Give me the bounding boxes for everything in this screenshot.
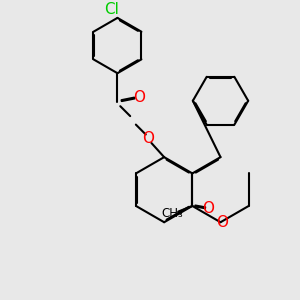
Text: O: O <box>216 215 228 230</box>
Text: O: O <box>142 131 154 146</box>
Text: O: O <box>202 201 214 216</box>
Text: Cl: Cl <box>104 2 119 17</box>
Text: O: O <box>133 90 145 105</box>
Text: CH₃: CH₃ <box>161 206 183 220</box>
